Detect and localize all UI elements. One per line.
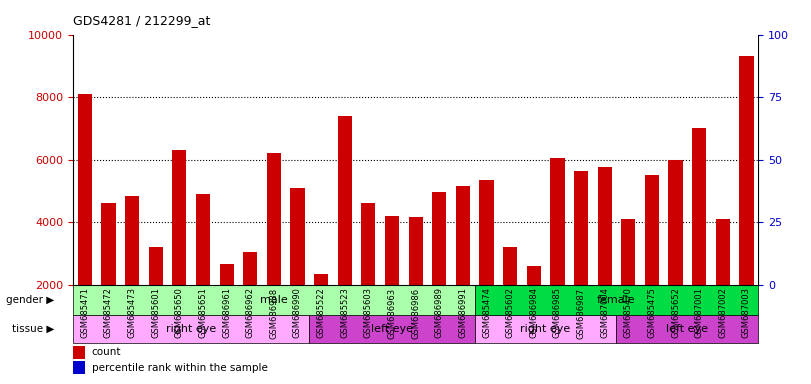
Point xyxy=(504,41,517,48)
Bar xyxy=(474,285,758,315)
Point xyxy=(693,39,706,45)
Bar xyxy=(551,158,564,347)
Bar xyxy=(409,217,423,347)
Point xyxy=(244,39,257,45)
Point xyxy=(196,39,209,45)
Bar xyxy=(645,175,659,347)
Point xyxy=(669,39,682,45)
Point xyxy=(433,39,446,45)
Bar xyxy=(598,167,611,347)
Point xyxy=(220,41,233,48)
Bar xyxy=(290,188,305,347)
Text: right eye: right eye xyxy=(521,324,571,334)
Bar xyxy=(692,128,706,347)
Point xyxy=(457,39,470,45)
Point xyxy=(362,39,375,45)
Text: left eye: left eye xyxy=(371,324,413,334)
Point xyxy=(574,39,587,45)
Bar xyxy=(314,274,328,347)
Bar xyxy=(267,153,281,347)
Bar xyxy=(73,361,85,374)
Bar xyxy=(196,194,210,347)
Point xyxy=(126,39,139,45)
Bar xyxy=(616,315,758,343)
Point xyxy=(79,36,92,43)
Point xyxy=(527,41,540,48)
Text: tissue ▶: tissue ▶ xyxy=(11,324,54,334)
Point xyxy=(149,41,162,48)
Bar xyxy=(526,266,541,347)
Point xyxy=(385,39,398,45)
Bar xyxy=(716,219,730,347)
Text: count: count xyxy=(92,347,122,358)
Point xyxy=(599,39,611,45)
Point xyxy=(291,39,304,45)
Text: female: female xyxy=(597,295,636,305)
Bar xyxy=(574,170,588,347)
Point xyxy=(315,46,328,53)
Bar xyxy=(479,180,494,347)
Bar xyxy=(337,116,352,347)
Bar xyxy=(456,186,470,347)
Bar xyxy=(361,204,375,347)
Bar xyxy=(172,150,187,347)
Bar xyxy=(73,315,309,343)
Bar xyxy=(220,264,234,347)
Text: left eye: left eye xyxy=(667,324,708,334)
Point xyxy=(622,39,635,45)
Text: gender ▶: gender ▶ xyxy=(6,295,54,305)
Text: male: male xyxy=(260,295,288,305)
Point xyxy=(173,36,186,43)
Point xyxy=(268,36,281,43)
Bar xyxy=(740,56,753,347)
Bar xyxy=(385,216,399,347)
Bar xyxy=(503,247,517,347)
Bar xyxy=(73,346,85,359)
Point xyxy=(716,39,729,45)
Bar xyxy=(243,252,257,347)
Bar xyxy=(101,204,115,347)
Bar xyxy=(78,94,92,347)
Point xyxy=(102,39,115,45)
Point xyxy=(551,39,564,45)
Bar xyxy=(621,219,635,347)
Bar xyxy=(73,285,474,315)
Point xyxy=(480,39,493,45)
Bar xyxy=(309,315,474,343)
Point xyxy=(338,36,351,43)
Bar xyxy=(668,160,683,347)
Text: percentile rank within the sample: percentile rank within the sample xyxy=(92,362,268,372)
Bar xyxy=(125,195,139,347)
Point xyxy=(646,39,659,45)
Bar xyxy=(474,315,616,343)
Bar xyxy=(432,192,446,347)
Text: right eye: right eye xyxy=(166,324,217,334)
Text: GDS4281 / 212299_at: GDS4281 / 212299_at xyxy=(73,14,210,27)
Point xyxy=(410,39,423,45)
Point xyxy=(740,36,753,43)
Bar xyxy=(148,247,163,347)
